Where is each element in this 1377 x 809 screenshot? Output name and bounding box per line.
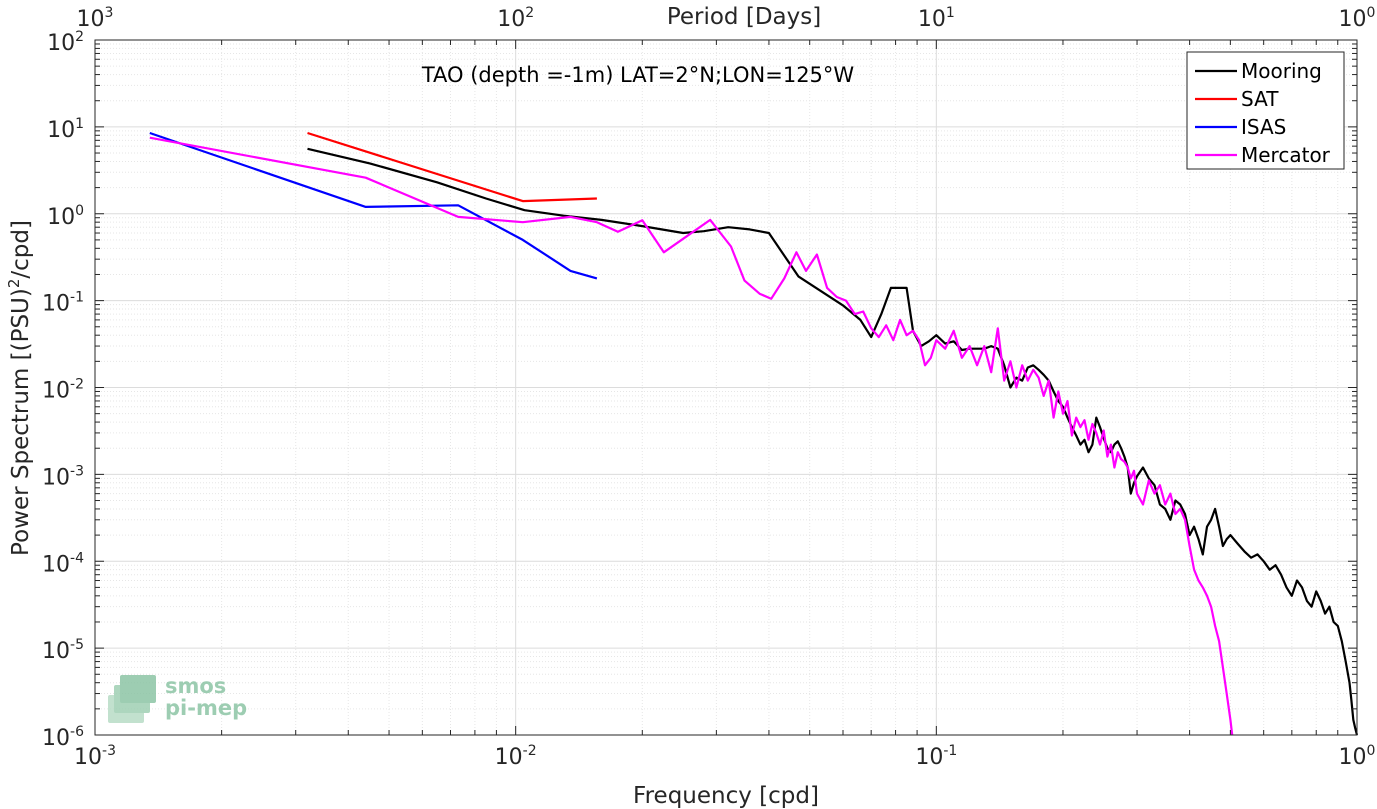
tick-base: 10 <box>47 205 75 230</box>
tick-base: 10 <box>1339 7 1367 32</box>
y-axis-label: Power Spectrum [(PSU)2/cpd] <box>5 220 34 556</box>
tick-exponent: -3 <box>70 463 84 479</box>
y-tick-label: 101 <box>47 116 84 143</box>
y-tick-label: 10-3 <box>42 463 84 490</box>
tick-exponent: 0 <box>1367 743 1376 759</box>
logo-text-line1: smos <box>165 674 226 698</box>
tick-exponent: -5 <box>70 637 84 653</box>
y-axis-label-sup: 2 <box>5 279 23 289</box>
tick-base: 10 <box>47 31 75 56</box>
tick-exponent: 1 <box>946 5 955 21</box>
tick-exponent: -6 <box>70 724 84 740</box>
series-layer <box>149 131 1359 736</box>
tick-base: 10 <box>47 118 75 143</box>
smos-pi-mep-logo: smos pi-mep <box>108 674 247 723</box>
tick-exponent: 0 <box>1367 5 1376 21</box>
tick-base: 10 <box>42 552 70 577</box>
tick-exponent: -1 <box>70 290 84 306</box>
legend-label-sat: SAT <box>1241 87 1279 111</box>
tick-exponent: -3 <box>102 743 116 759</box>
top-axis-label: Period [Days] <box>667 4 821 30</box>
tick-base: 10 <box>42 726 70 751</box>
y-tick-label: 100 <box>47 203 84 230</box>
x-tick-label: 100 <box>1339 743 1376 770</box>
tick-base: 10 <box>42 379 70 404</box>
major-grid <box>94 39 1358 736</box>
y-axis-label-tail: /cpd] <box>8 220 34 279</box>
top-tick-label: 101 <box>918 5 955 32</box>
x-axis-label: Frequency [cpd] <box>633 783 819 809</box>
top-tick-label: 100 <box>1339 5 1376 32</box>
tick-exponent: -2 <box>523 743 537 759</box>
tick-base: 10 <box>915 745 943 770</box>
tick-base: 10 <box>497 7 525 32</box>
tick-base: 10 <box>74 745 102 770</box>
y-tick-label: 10-4 <box>42 550 84 577</box>
logo-layer-icon <box>120 675 156 703</box>
tick-base: 10 <box>42 639 70 664</box>
series-line-mercator <box>149 136 1234 736</box>
tick-exponent: -1 <box>943 743 957 759</box>
y-tick-label: 10-6 <box>42 724 84 751</box>
tick-exponent: 1 <box>75 116 84 132</box>
series-line-mooring <box>307 147 1359 736</box>
legend-label-mooring: Mooring <box>1241 59 1322 83</box>
legend-label-mercator: Mercator <box>1241 143 1331 167</box>
y-tick-label: 102 <box>47 29 84 56</box>
chart-title: TAO (depth =-1m) LAT=2°N;LON=125°W <box>421 63 855 87</box>
tick-base: 10 <box>42 465 70 490</box>
series-line-sat <box>307 131 597 203</box>
legend-label-isas: ISAS <box>1241 115 1286 139</box>
y-axis-label-main: Power Spectrum [(PSU) <box>8 288 34 556</box>
tick-base: 10 <box>77 7 105 32</box>
y-tick-label: 10-5 <box>42 637 84 664</box>
tick-base: 10 <box>1339 745 1367 770</box>
tick-base: 10 <box>495 745 523 770</box>
tick-exponent: -2 <box>70 377 84 393</box>
top-tick-label: 103 <box>77 5 114 32</box>
tick-exponent: -4 <box>70 550 84 566</box>
x-tick-label: 10-3 <box>74 743 116 770</box>
logo-text-line2: pi-mep <box>165 696 247 720</box>
tick-base: 10 <box>918 7 946 32</box>
y-tick-label: 10-1 <box>42 290 84 317</box>
tick-base: 10 <box>42 292 70 317</box>
tick-exponent: 0 <box>75 203 84 219</box>
top-tick-label: 102 <box>497 5 534 32</box>
tick-exponent: 3 <box>105 5 114 21</box>
series-line-isas <box>149 131 598 280</box>
tick-exponent: 2 <box>75 29 84 45</box>
legend: Mooring SAT ISAS Mercator <box>1186 51 1345 170</box>
y-tick-label: 10-2 <box>42 377 84 404</box>
x-tick-label: 10-1 <box>915 743 957 770</box>
tick-exponent: 2 <box>525 5 534 21</box>
x-tick-label: 10-2 <box>495 743 537 770</box>
minor-grid <box>95 40 1357 735</box>
